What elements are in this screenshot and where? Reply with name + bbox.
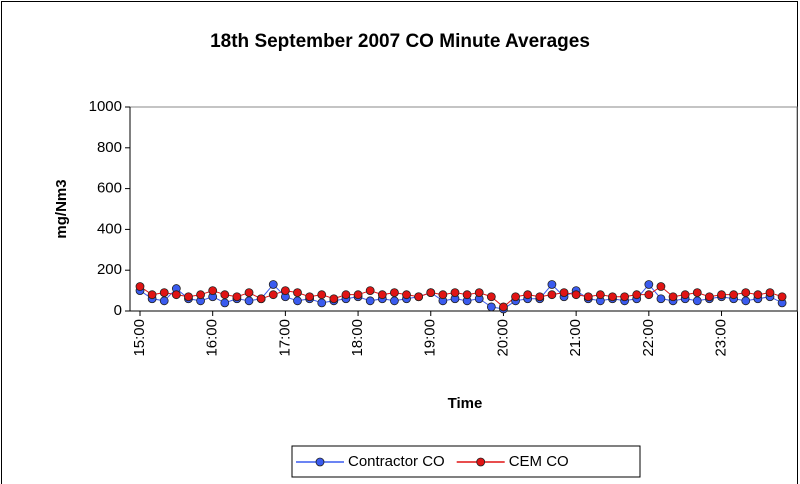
data-point [680, 290, 690, 300]
legend-marker [315, 457, 325, 467]
data-point [656, 294, 666, 304]
data-point [547, 290, 557, 300]
y-tick-label: 400 [97, 220, 122, 237]
data-point [474, 288, 484, 298]
plot-area [129, 106, 798, 312]
legend-marker [476, 457, 486, 467]
data-point [196, 290, 205, 300]
legend-label: Contractor CO [348, 453, 445, 470]
data-point [547, 280, 557, 289]
data-point [644, 280, 654, 289]
x-tick-label: 18:00 [349, 319, 366, 357]
data-point [135, 282, 145, 291]
data-point [692, 288, 702, 298]
y-tick-label: 200 [97, 261, 122, 278]
data-point [220, 298, 230, 308]
x-tick-label: 16:00 [204, 319, 221, 357]
x-tick-label: 19:00 [422, 319, 439, 357]
data-point [317, 290, 327, 300]
data-point [329, 294, 339, 304]
data-point [753, 290, 763, 300]
x-tick-label: 15:00 [131, 319, 148, 357]
data-point [293, 296, 302, 306]
x-tick-label: 17:00 [276, 319, 293, 357]
data-point [268, 280, 278, 289]
x-tick-label: 23:00 [712, 319, 729, 357]
data-point [559, 288, 569, 298]
data-point [644, 290, 654, 300]
data-point [608, 292, 617, 302]
data-point [620, 292, 630, 302]
x-tick-label: 20:00 [494, 319, 511, 357]
data-point [280, 286, 290, 296]
data-point [511, 292, 520, 302]
data-point [595, 290, 605, 300]
data-point [729, 290, 739, 300]
data-point [390, 296, 399, 306]
data-point [765, 288, 775, 298]
data-point [353, 290, 363, 300]
chart-title: 18th September 2007 CO Minute Averages [210, 31, 590, 52]
data-point [462, 290, 472, 300]
data-point [159, 296, 169, 306]
data-point [426, 288, 436, 298]
data-point [365, 296, 375, 306]
data-point [523, 290, 533, 300]
data-point [208, 286, 218, 296]
data-point [571, 290, 581, 300]
data-point [705, 292, 714, 302]
data-point [486, 302, 496, 312]
x-axis-label: Time [448, 395, 483, 412]
data-point [583, 292, 593, 302]
data-point [305, 292, 315, 302]
data-point [341, 290, 351, 300]
data-point [717, 290, 726, 300]
data-point [365, 286, 375, 296]
data-point [171, 290, 181, 300]
data-point [184, 292, 193, 302]
data-point [390, 288, 399, 298]
data-point [377, 290, 387, 300]
legend-label: CEM CO [509, 453, 569, 470]
data-point [220, 290, 230, 300]
data-point [741, 296, 751, 306]
data-point [317, 298, 327, 308]
y-tick-label: 0 [114, 302, 122, 319]
y-tick-label: 600 [97, 180, 122, 197]
data-point [656, 282, 666, 291]
data-point [438, 290, 448, 300]
data-point [268, 290, 278, 300]
data-point [668, 292, 678, 302]
data-point [499, 302, 508, 312]
data-point [777, 292, 787, 302]
data-point [402, 290, 411, 300]
data-point [535, 292, 545, 302]
data-point [244, 296, 254, 306]
data-point [159, 288, 169, 298]
x-tick-label: 21:00 [567, 319, 584, 357]
data-point [293, 288, 302, 298]
data-point [256, 294, 266, 304]
y-tick-label: 800 [97, 139, 122, 156]
data-point [244, 288, 254, 298]
data-point [486, 292, 496, 302]
data-point [414, 292, 424, 302]
data-point [632, 290, 642, 300]
data-point [232, 292, 242, 302]
x-tick-label: 22:00 [640, 319, 657, 357]
y-axis-label: mg/Nm3 [53, 179, 70, 238]
data-point [450, 288, 460, 298]
data-point [741, 288, 751, 298]
data-point [692, 296, 702, 306]
data-point [147, 290, 157, 300]
y-tick-label: 1000 [89, 98, 122, 115]
